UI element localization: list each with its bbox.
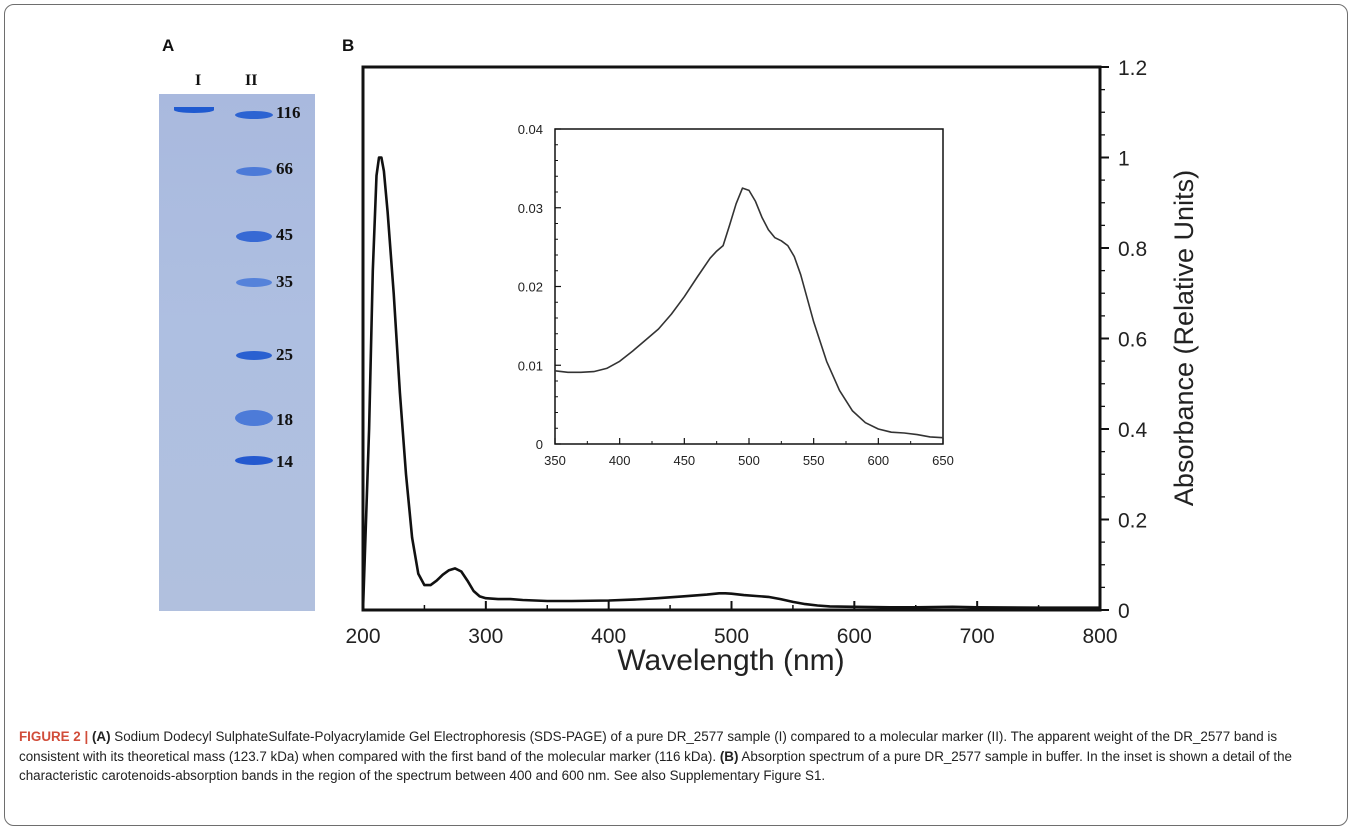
inset-y-tick-label-1: 0.01 [518, 358, 543, 373]
inset-y-tick-label-0: 0 [536, 437, 543, 452]
main-y-tick-label-1: 0.2 [1118, 510, 1147, 533]
figure-caption: FIGURE 2 | (A) Sodium Dodecyl SulphateSu… [19, 727, 1339, 786]
inset-y-tick-label-3: 0.03 [518, 201, 543, 216]
main-y-tick-label-0: 0 [1118, 600, 1130, 623]
caption-figure-label: FIGURE 2 | [19, 729, 88, 744]
main-y-tick-label-2: 0.4 [1118, 419, 1148, 442]
inset-x-tick-label-450: 450 [673, 453, 695, 468]
inset-x-tick-label-550: 550 [803, 453, 825, 468]
caption-a-tag: (A) [92, 729, 111, 744]
x-axis-label: Wavelength (nm) [617, 644, 844, 677]
inset-x-tick-label-350: 350 [544, 453, 566, 468]
main-x-tick-label-300: 300 [468, 625, 503, 648]
main-y-tick-label-4: 0.8 [1118, 238, 1147, 261]
inset-plot: 350 400 450 500 550 600 650 0 0.01 0.02 0.03 0.04 [518, 122, 954, 468]
main-x-tick-label-700: 700 [960, 625, 995, 648]
main-y-tick-label-3: 0.6 [1118, 329, 1147, 352]
main-y-ticks: 0 0.2 0.4 0.6 0.8 1 1.2 [1100, 57, 1148, 623]
y-axis-label: Absorbance (Relative Units) [1169, 170, 1199, 506]
inset-x-tick-label-600: 600 [867, 453, 889, 468]
inset-y-tick-label-2: 0.02 [518, 280, 543, 295]
main-y-tick-label-5: 1 [1118, 148, 1130, 171]
inset-x-tick-label-400: 400 [609, 453, 631, 468]
inset-x-tick-label-500: 500 [738, 453, 760, 468]
main-x-tick-label-200: 200 [345, 625, 380, 648]
caption-b-tag: (B) [720, 749, 739, 764]
inset-x-tick-label-650: 650 [932, 453, 954, 468]
absorption-spectrum-chart: 200 300 400 500 600 700 800 00.20.40.60.811.2 … [0, 0, 1358, 720]
inset-y-tick-label-4: 0.04 [518, 122, 543, 137]
inset-plot-frame [555, 129, 943, 444]
main-y-tick-label-6: 1.2 [1118, 57, 1147, 80]
main-x-tick-label-800: 800 [1082, 625, 1117, 648]
